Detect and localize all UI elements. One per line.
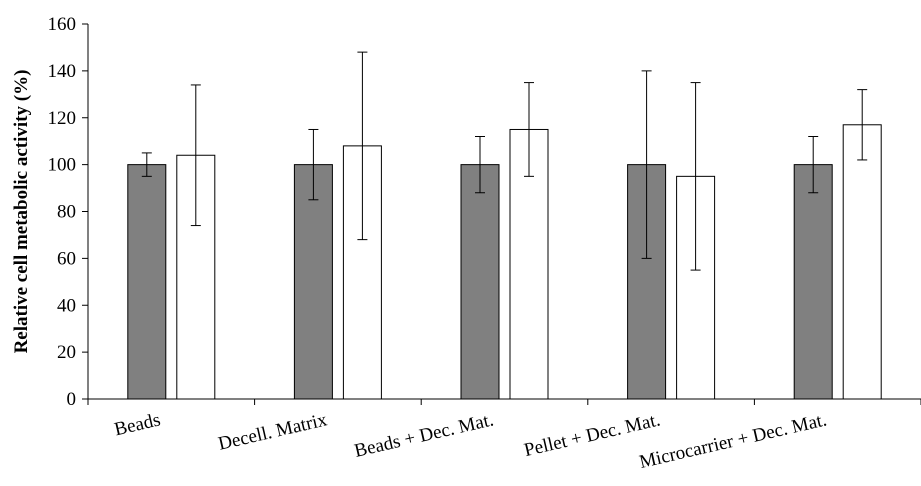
y-tick-label: 120: [48, 108, 77, 129]
y-tick-label: 40: [57, 295, 76, 316]
y-tick-label: 100: [48, 155, 77, 176]
y-tick-label: 140: [48, 61, 77, 82]
axes: [82, 23, 921, 405]
bar: [176, 154, 216, 400]
bar: [342, 145, 382, 400]
x-tick-label: Beads: [112, 409, 162, 440]
x-tick-label: Decell. Matrix: [216, 409, 329, 454]
bar: [460, 164, 500, 400]
y-tick-label: 160: [48, 14, 77, 35]
bar: [293, 164, 333, 400]
y-axis-title: Relative cell metabolic activity (%): [11, 70, 32, 354]
bar: [842, 124, 882, 400]
x-tick-label: Microcarrier + Dec. Mat.: [637, 409, 828, 473]
y-tick-label: 20: [57, 342, 76, 363]
y-tick-label: 80: [57, 202, 76, 223]
error-bars: [141, 51, 868, 271]
bars: [127, 124, 882, 400]
bar: [793, 164, 833, 400]
y-tick-label: 60: [57, 248, 76, 269]
x-tick-label: Beads + Dec. Mat.: [352, 409, 495, 461]
y-tick-label: 0: [67, 389, 77, 410]
bar: [127, 164, 167, 400]
